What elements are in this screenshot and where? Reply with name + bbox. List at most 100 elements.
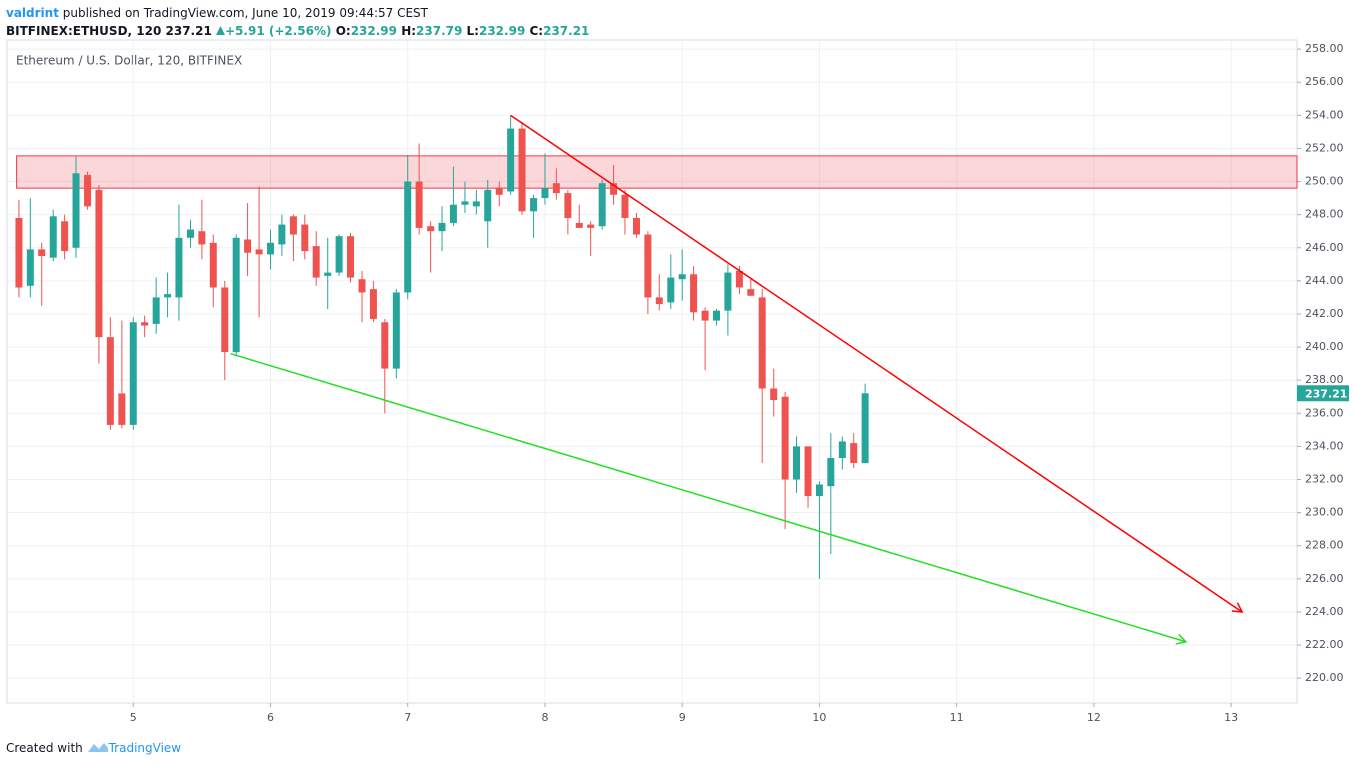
candle-body <box>255 249 263 255</box>
y-tick-label: 254.00 <box>1305 108 1344 121</box>
candle-body <box>84 174 92 207</box>
brand[interactable]: TradingView <box>108 741 182 755</box>
candle-body <box>324 272 332 276</box>
candle-body <box>610 183 618 195</box>
y-tick-label: 244.00 <box>1305 274 1344 287</box>
plot-frame <box>6 39 1298 704</box>
y-tick-label: 234.00 <box>1305 439 1344 452</box>
y-tick-label: 256.00 <box>1305 75 1344 88</box>
y-tick-label: 248.00 <box>1305 208 1344 221</box>
candle-body <box>701 310 709 321</box>
candle-body <box>95 189 103 338</box>
y-tick-label: 236.00 <box>1305 406 1344 419</box>
candle-body <box>129 322 137 425</box>
candle-body <box>61 221 69 252</box>
candle-body <box>632 217 640 235</box>
x-tick-label: 8 <box>541 711 548 724</box>
y-tick-label: 258.00 <box>1305 42 1344 55</box>
candle-body <box>381 322 389 369</box>
candle-body <box>312 246 320 278</box>
candle-body <box>392 292 400 369</box>
candle-body <box>301 224 309 252</box>
candle-body <box>713 310 720 321</box>
candle-body <box>541 188 549 199</box>
x-tick-label: 6 <box>267 711 274 724</box>
candle-body <box>472 201 480 207</box>
x-tick-label: 5 <box>130 711 137 724</box>
candle-body <box>587 224 595 228</box>
y-tick-label: 226.00 <box>1305 572 1344 585</box>
candle-body <box>449 204 457 223</box>
candle-body <box>518 128 526 212</box>
change: +5.91 (+2.56%) <box>225 24 332 38</box>
candle-body <box>655 297 663 305</box>
candle-body <box>793 446 801 480</box>
y-tick-label: 252.00 <box>1305 141 1344 154</box>
y-tick-label: 238.00 <box>1305 373 1344 386</box>
last-price: 237.21 <box>165 24 212 38</box>
trend-line <box>510 114 1244 613</box>
o-label: O: <box>335 24 351 38</box>
y-tick-label: 232.00 <box>1305 473 1344 486</box>
y-tick-label: 250.00 <box>1305 175 1344 188</box>
last-price-box <box>1297 385 1349 402</box>
candle-body <box>667 277 675 303</box>
y-tick-label: 228.00 <box>1305 539 1344 552</box>
candle-body <box>758 297 766 389</box>
candle-body <box>106 337 114 425</box>
o-value: 232.99 <box>350 24 397 38</box>
resistance-zone <box>16 155 1298 189</box>
last-price-label: 237.21 <box>1305 387 1347 400</box>
candle-body <box>49 216 57 258</box>
candle-body <box>495 188 503 195</box>
candle-body <box>266 242 274 255</box>
candle-body <box>209 242 217 288</box>
y-tick-label: 222.00 <box>1305 638 1344 651</box>
candle-body <box>26 249 34 286</box>
up-icon <box>216 26 225 35</box>
x-tick-label: 9 <box>679 711 686 724</box>
y-tick-label: 242.00 <box>1305 307 1344 320</box>
y-tick-label: 230.00 <box>1305 506 1344 519</box>
candle-body <box>530 198 538 212</box>
symbol: BITFINEX:ETHUSD, 120 <box>6 24 162 38</box>
c-label: C: <box>529 24 544 38</box>
candle-body <box>827 457 835 487</box>
candle-body <box>735 270 743 288</box>
candle-body <box>552 183 560 194</box>
chart: Ethereum / U.S. Dollar, 120, BITFINEX 22… <box>6 39 1349 724</box>
x-tick-label: 11 <box>950 711 964 724</box>
candle-body <box>415 181 423 228</box>
candle-body <box>621 194 629 218</box>
candle-body <box>152 297 160 324</box>
chart-title: Ethereum / U.S. Dollar, 120, BITFINEX <box>16 54 242 68</box>
candle-body <box>427 226 435 232</box>
candle-body <box>335 236 343 273</box>
candle-body <box>346 236 354 278</box>
candle-body <box>244 239 252 253</box>
y-tick-label: 240.00 <box>1305 340 1344 353</box>
candle-body <box>72 173 80 248</box>
footer: Created with TradingView <box>6 741 181 755</box>
candle-body <box>644 234 652 298</box>
h-label: H: <box>401 24 417 38</box>
y-tick-label: 220.00 <box>1305 671 1344 684</box>
l-value: 232.99 <box>478 24 526 38</box>
candle-body <box>221 287 229 353</box>
candle-body <box>38 249 46 257</box>
candle-body <box>358 279 366 293</box>
candle-body <box>598 183 606 227</box>
candle-body <box>438 222 446 232</box>
candle-body <box>781 396 789 480</box>
candle-body <box>850 443 858 463</box>
candle-body <box>232 237 240 353</box>
candle-body <box>164 294 172 298</box>
x-tick-label: 13 <box>1224 711 1238 724</box>
created: Created with <box>6 741 83 755</box>
author[interactable]: valdrint <box>6 6 59 20</box>
c-value: 237.21 <box>543 24 590 38</box>
published: published on TradingView.com, June 10, 2… <box>62 6 428 20</box>
symbol-line: BITFINEX:ETHUSD, 120 237.21 +5.91 (+2.56… <box>6 22 589 40</box>
h-value: 237.79 <box>416 24 463 38</box>
